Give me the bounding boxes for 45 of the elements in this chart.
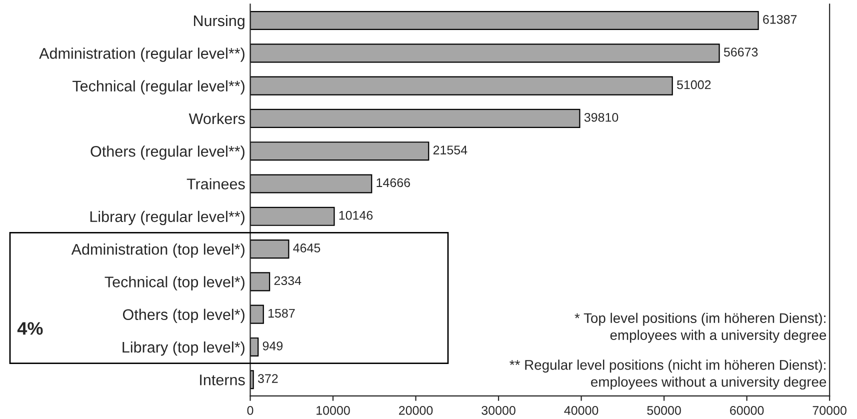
bar: [250, 108, 580, 128]
data-label: 14666: [376, 178, 410, 188]
data-label: 21554: [433, 146, 468, 154]
bar: [250, 44, 720, 63]
text: 4%: [17, 322, 43, 335]
bar: [250, 174, 372, 194]
data-label: 4645: [293, 244, 320, 252]
annotation: * Top level positions (im höheren Dienst): employees with a university degree: [574, 312, 826, 343]
y-tick-label: Administration (regular level**): [39, 48, 244, 62]
bar: [250, 304, 264, 324]
y-tick-label: Interns: [200, 374, 245, 386]
x-tick-label: 70000: [812, 406, 846, 415]
x-tick-label: 20000: [399, 406, 433, 415]
x-tick-label: 30000: [482, 406, 516, 415]
annotation: ** Regular level positions (nicht im höheren Dienst): employees without a university degree: [510, 360, 826, 390]
bar: [250, 76, 673, 96]
y-tick-label: Technical (regular level**): [72, 80, 244, 95]
bar: [250, 10, 759, 30]
data-label: 372: [258, 374, 278, 383]
x-tick-label: 0: [247, 406, 254, 415]
y-tick-label: Others (top level*): [122, 308, 244, 324]
y-tick-label: Library (regular level**): [90, 210, 244, 226]
data-label: 39810: [584, 112, 618, 122]
y-tick-label: Workers: [188, 112, 245, 124]
y-tick-label: Others (regular level**): [90, 146, 244, 160]
data-label: 2334: [274, 276, 302, 286]
data-label: 56673: [724, 48, 758, 57]
data-label: 61387: [763, 15, 797, 24]
x-tick-label: 50000: [647, 406, 681, 415]
bar: [250, 240, 290, 259]
x-tick-label: 40000: [564, 406, 598, 415]
x-tick-label: 10000: [316, 406, 350, 415]
bar: [250, 206, 335, 226]
bar: [250, 272, 270, 292]
y-tick-label: Trainees: [186, 178, 245, 190]
x-tick-label: 60000: [730, 406, 764, 415]
bar: [250, 142, 430, 161]
data-label: 949: [262, 341, 283, 350]
y-tick-label: Nursing: [194, 14, 244, 30]
y-tick-label: Technical (top level*): [104, 276, 244, 290]
data-label: 51002: [677, 80, 711, 90]
data-label: 10146: [339, 210, 373, 220]
y-tick-label: Administration (top level*): [71, 244, 244, 258]
y-tick-label: Library (top level*): [122, 341, 244, 356]
data-label: 1587: [268, 308, 295, 318]
